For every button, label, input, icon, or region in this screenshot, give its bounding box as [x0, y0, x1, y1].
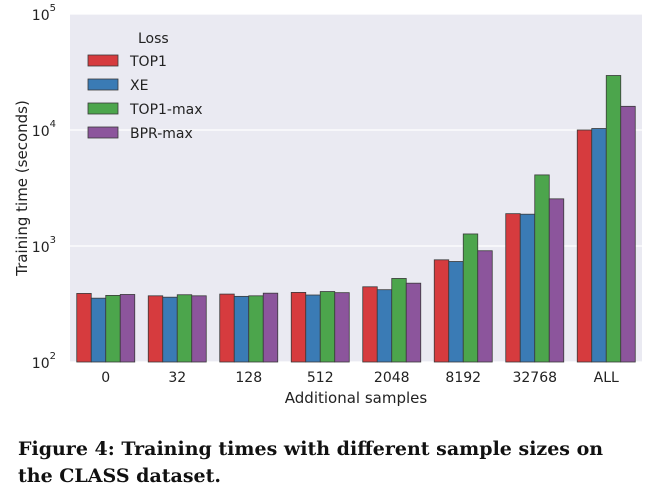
- bars: [76, 75, 636, 363]
- x-axis-ticks: 0 32 128 512 2048 8192 32768 ALL: [101, 370, 619, 386]
- bar-xe-32768: [519, 213, 536, 363]
- y-tick-label: 102: [32, 351, 56, 372]
- y-tick-exponent: 4: [50, 119, 56, 130]
- y-axis-label: Training time (seconds): [13, 100, 31, 277]
- bar-top1-max-2048: [391, 278, 407, 363]
- x-axis-label: Additional samples: [285, 389, 428, 407]
- bar-top1-32768: [505, 213, 521, 363]
- x-tick-label: 2048: [374, 370, 410, 386]
- bar-xe-all: [591, 128, 607, 363]
- y-tick-exponent: 2: [50, 351, 56, 362]
- bar-bpr-max-128: [262, 292, 279, 363]
- bar-top1-max-512: [319, 291, 336, 363]
- chart-container: 102 103 104 105 0 32 128 512 2048 8192 32768 ALL T…: [13, 3, 642, 407]
- bar-bpr-max-8192: [477, 250, 493, 363]
- figure-caption: Figure 4: Training times with different …: [18, 438, 604, 487]
- legend-label-top1-max: TOP1-max: [129, 102, 202, 118]
- legend-label-top1: TOP1: [129, 54, 167, 70]
- x-tick-label: 32768: [512, 370, 557, 386]
- bar-top1-max-all: [605, 75, 622, 363]
- bar-bpr-max-2048: [405, 282, 422, 363]
- bar-xe-512: [305, 294, 321, 363]
- bar-top1-max-0: [105, 295, 121, 363]
- bar-top1-all: [576, 129, 593, 363]
- y-tick-label: 104: [32, 119, 56, 140]
- x-tick-label: 8192: [445, 370, 481, 386]
- bar-top1-max-32768: [534, 174, 550, 363]
- bar-top1-32: [147, 295, 164, 363]
- x-tick-label: 128: [235, 370, 262, 386]
- legend-swatch-top1-max: [87, 102, 119, 115]
- x-tick-label: 0: [101, 370, 110, 386]
- bar-xe-128: [233, 295, 250, 363]
- legend: Loss TOP1 XE TOP1-max BPR-max: [87, 31, 202, 142]
- legend-title: Loss: [138, 31, 169, 47]
- bar-top1-8192: [433, 259, 450, 363]
- bar-bpr-max-0: [119, 294, 136, 363]
- bar-xe-32: [162, 296, 178, 363]
- x-tick-label: 512: [307, 370, 334, 386]
- x-tick-label: 32: [168, 370, 186, 386]
- y-tick-label: 103: [32, 235, 56, 256]
- legend-swatch-xe: [87, 78, 119, 91]
- bar-top1-max-8192: [462, 233, 479, 363]
- y-tick-base: 10: [32, 8, 50, 24]
- bar-top1-2048: [362, 286, 378, 363]
- legend-label-xe: XE: [130, 78, 148, 94]
- bar-top1-512: [290, 292, 307, 363]
- bar-bpr-max-32768: [548, 198, 565, 363]
- legend-swatch-bpr-max: [87, 126, 119, 139]
- bar-top1-0: [76, 293, 92, 363]
- y-tick-exponent: 3: [50, 235, 56, 246]
- bar-top1-max-32: [176, 294, 193, 363]
- bar-xe-2048: [376, 289, 393, 363]
- bar-bpr-max-32: [191, 295, 207, 363]
- y-tick-base: 10: [32, 240, 50, 256]
- bar-top1-max-128: [248, 295, 264, 363]
- bar-bpr-max-all: [620, 105, 636, 363]
- y-tick-exponent: 5: [50, 3, 56, 14]
- y-tick-base: 10: [32, 356, 50, 372]
- x-tick-label: ALL: [594, 370, 619, 386]
- bar-top1-128: [219, 293, 235, 363]
- y-tick-label: 105: [32, 3, 56, 24]
- y-tick-base: 10: [32, 124, 50, 140]
- bar-xe-8192: [448, 261, 464, 363]
- bar-bpr-max-512: [334, 292, 350, 363]
- legend-swatch-top1: [87, 54, 119, 67]
- bar-xe-0: [90, 297, 107, 363]
- legend-label-bpr-max: BPR-max: [130, 126, 193, 142]
